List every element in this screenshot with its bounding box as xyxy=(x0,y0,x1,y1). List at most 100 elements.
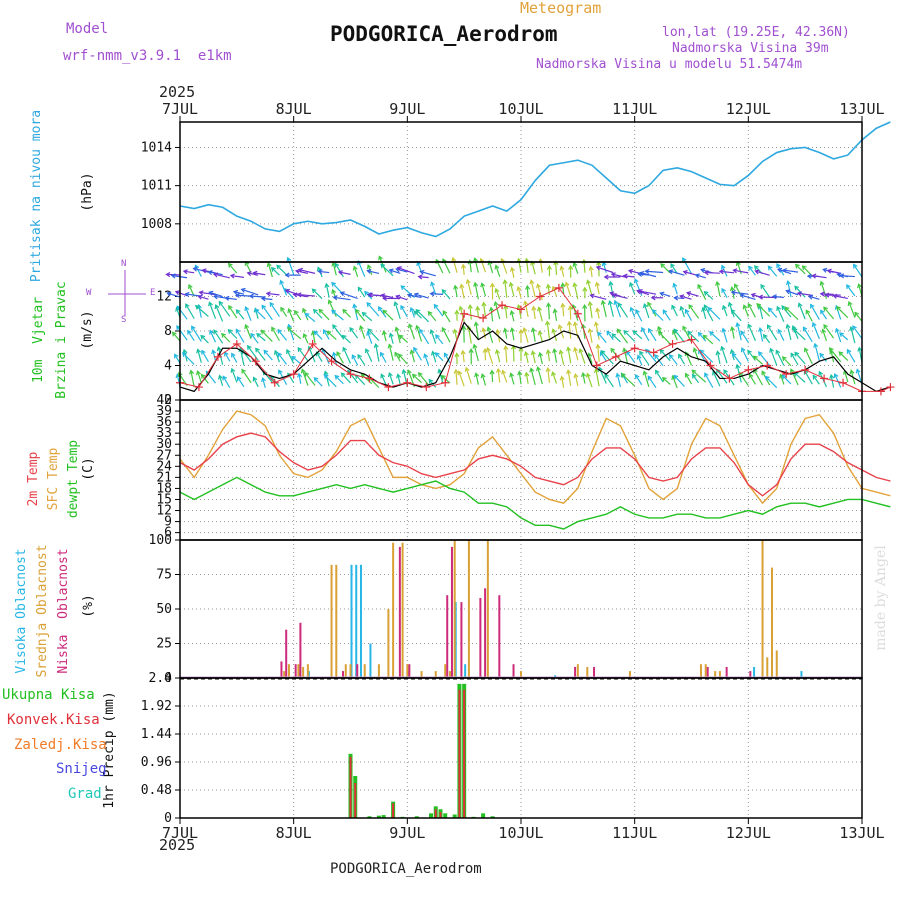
ytick-label-precip: 0 xyxy=(164,811,172,826)
wind-arrow xyxy=(586,373,593,388)
ytick-label-temp: 42 xyxy=(156,393,172,408)
wind-arrow xyxy=(662,309,671,321)
ytick-label-temp: 33 xyxy=(156,426,172,441)
wind-arrow xyxy=(481,374,487,386)
wind-arrow xyxy=(818,371,828,388)
wind-arrowhead xyxy=(578,348,584,354)
wind-arrowhead xyxy=(394,326,400,332)
wind-arrow xyxy=(753,369,764,386)
wind-arrowhead xyxy=(668,353,674,359)
cloud-bar-srednja xyxy=(406,664,409,678)
wind-arrowhead xyxy=(639,350,644,356)
wind-arrow xyxy=(579,348,586,364)
wind-arrowhead xyxy=(522,327,528,333)
wind-arrowhead xyxy=(587,327,593,334)
precip-bar-conv xyxy=(463,689,466,818)
wind-arrowhead xyxy=(697,283,702,289)
wind-arrowhead xyxy=(847,300,853,307)
wind-arrow xyxy=(660,263,671,274)
wind-arrow xyxy=(357,260,366,277)
wind-arrow xyxy=(382,309,394,321)
wind-arrowhead xyxy=(459,283,465,289)
wind-arrowhead xyxy=(606,330,612,336)
wind-arrowhead xyxy=(558,349,564,355)
legend-conv-rain: Konvek.Kisa xyxy=(7,712,100,728)
wind-arrowhead xyxy=(494,264,500,270)
wind-arrowhead xyxy=(747,349,752,355)
ytick-label-precip: 0.96 xyxy=(141,755,172,770)
wind-arrowhead xyxy=(629,281,634,287)
wind-arrowhead xyxy=(400,285,406,290)
wind-arrow xyxy=(648,328,657,342)
wind-gust-marker xyxy=(232,339,241,348)
wind-speed-line xyxy=(179,321,891,393)
wind-arrowhead xyxy=(297,347,303,352)
cloud-bar-srednja xyxy=(297,664,300,678)
wind-arrowhead xyxy=(639,270,645,276)
wind-arrow xyxy=(253,272,266,276)
wind-arrow xyxy=(680,295,692,300)
wind-arrow xyxy=(790,353,799,366)
wind-gust-marker xyxy=(289,370,298,379)
wind-gust-marker xyxy=(517,305,525,314)
wind-gust-marker xyxy=(365,374,374,383)
wind-arrow xyxy=(794,352,806,365)
wind-arrow xyxy=(814,343,820,362)
wind-arrowhead xyxy=(684,372,690,378)
wind-arrowhead xyxy=(336,351,341,357)
wind-arrowhead xyxy=(622,347,628,353)
wind-arrowhead xyxy=(537,351,543,357)
wind-gust-marker xyxy=(820,374,829,383)
wind-arrowhead xyxy=(406,369,412,375)
wind-arrowhead xyxy=(296,292,302,298)
wind-arrow xyxy=(230,274,245,278)
wind-arrowhead xyxy=(613,299,619,305)
wind-arrowhead xyxy=(822,267,828,273)
wind-arrowhead xyxy=(378,255,383,261)
wind-arrow xyxy=(673,375,685,387)
wind-arrowhead xyxy=(493,300,499,307)
wind-arrow xyxy=(495,265,501,277)
wind-gust-marker xyxy=(763,361,772,370)
wind-arrow xyxy=(596,308,600,319)
wind-arrowhead xyxy=(551,371,556,377)
wind-arrowhead xyxy=(600,349,606,355)
wind-arrow xyxy=(731,327,735,339)
wind-arrowhead xyxy=(823,306,828,312)
wind-arrowhead xyxy=(694,273,700,279)
wind-arrowhead xyxy=(536,283,541,289)
wind-arrow xyxy=(562,283,565,295)
wind-gust-marker xyxy=(886,383,895,392)
wind-arrowhead xyxy=(488,306,495,312)
wind-arrow xyxy=(225,297,237,301)
wind-arrowhead xyxy=(382,295,388,301)
wind-arrow xyxy=(692,374,700,384)
wind-arrow xyxy=(262,377,266,388)
wind-arrowhead xyxy=(406,292,413,298)
wind-arrow xyxy=(738,372,749,386)
xtick-label-top: 7JUL xyxy=(162,100,198,118)
wind-arrow xyxy=(297,347,309,362)
wind-arrowhead xyxy=(331,351,337,357)
wind-arrowhead xyxy=(702,334,708,340)
wind-arrowhead xyxy=(357,353,362,359)
wind-arrowhead xyxy=(645,348,650,354)
cloud-bar-srednja xyxy=(520,671,522,678)
wind-arrowhead xyxy=(797,302,803,308)
wind-arrow xyxy=(792,328,806,341)
cloud-bar-visoka xyxy=(355,564,358,678)
wind-arrow xyxy=(357,287,366,298)
wind-arrowhead xyxy=(304,371,310,377)
wind-arrowhead xyxy=(776,305,781,311)
wind-arrow xyxy=(475,373,479,385)
wind-arrow xyxy=(217,347,224,365)
xtick-label-bottom: 12JUL xyxy=(726,824,771,842)
wind-arrowhead xyxy=(287,308,293,314)
wind-arrowhead xyxy=(754,269,760,275)
wind-arrow xyxy=(846,284,856,297)
meteogram-label: Meteogram xyxy=(520,0,602,17)
wind-arrowhead xyxy=(629,306,635,312)
wind-arrow xyxy=(819,353,827,362)
year-top: 2025 xyxy=(159,83,196,101)
ytick-label-temp: 36 xyxy=(156,415,172,430)
